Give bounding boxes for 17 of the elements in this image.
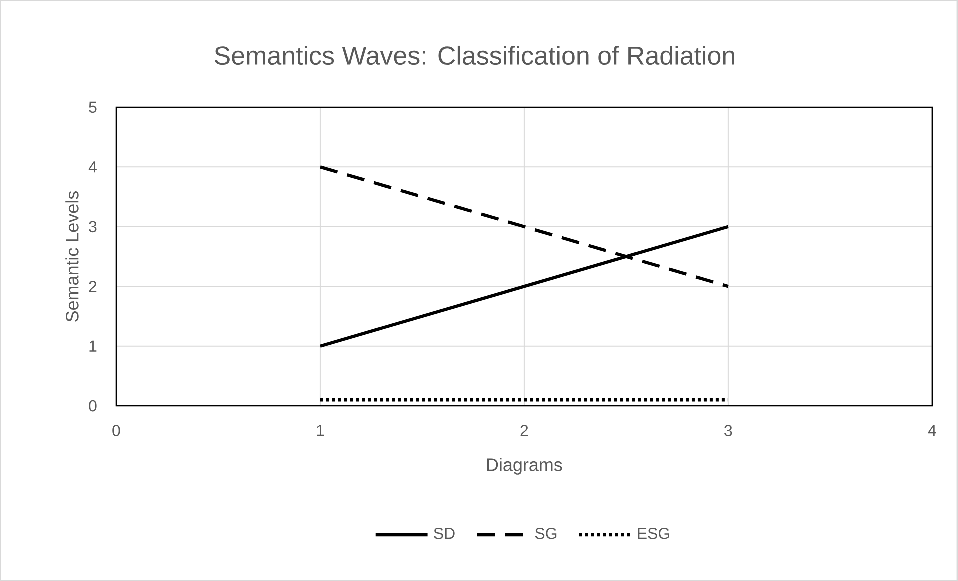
y-axis-title: Semantic Levels	[66, 191, 79, 322]
x-tick-label: 0	[112, 424, 120, 436]
x-tick-label: 4	[928, 424, 936, 436]
legend-label: SG	[535, 528, 557, 540]
y-tick-label: 5	[89, 102, 97, 113]
y-tick-label: 1	[90, 340, 97, 352]
x-tick-label: 2	[520, 424, 528, 436]
x-axis-title: Diagrams	[487, 458, 562, 475]
y-tick-label: 3	[89, 221, 97, 232]
x-tick-label: 1	[317, 424, 324, 436]
y-tick-label: 4	[88, 161, 97, 172]
x-tick-label: 3	[724, 424, 732, 436]
y-tick-label: 2	[89, 280, 97, 292]
chart-title: Semantics Waves: Classification of Radiation	[214, 46, 734, 65]
legend-label: SD	[434, 528, 455, 540]
legend-label: ESG	[638, 528, 670, 540]
y-tick-label: 0	[89, 400, 97, 412]
